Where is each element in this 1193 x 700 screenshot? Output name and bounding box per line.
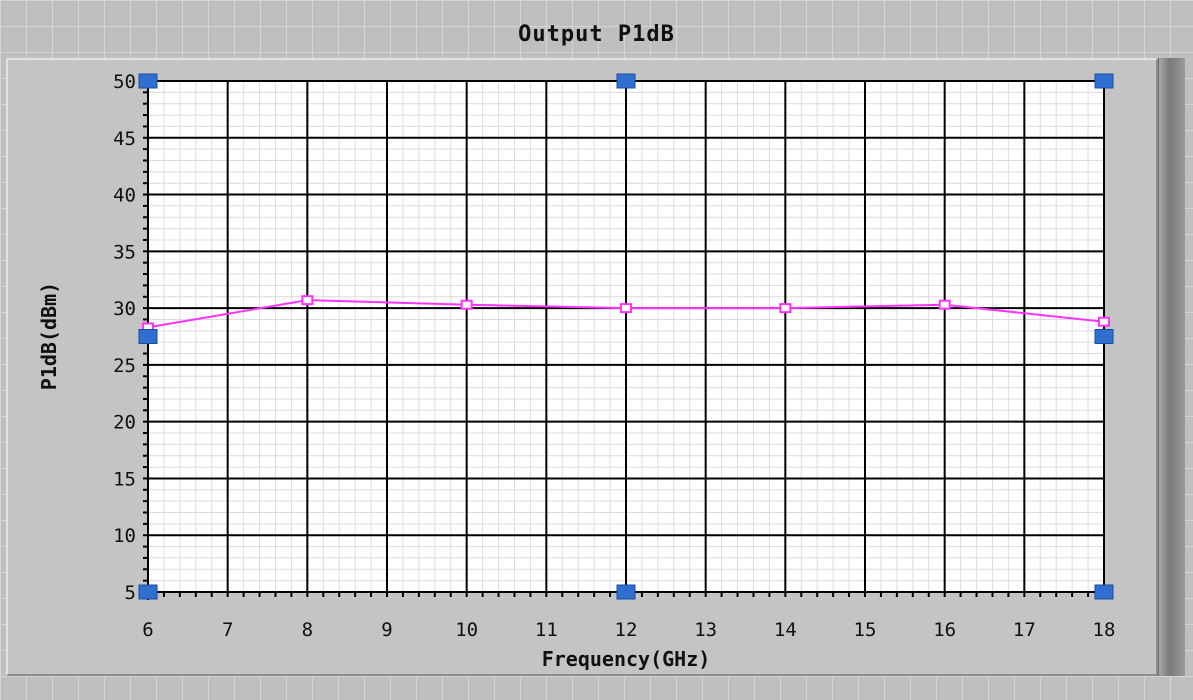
x-tick-label: 13 [694,619,717,641]
x-tick-label: 10 [455,619,478,641]
x-tick-label: 9 [381,619,392,641]
y-tick-label: 40 [113,185,136,207]
cursor-marker [1094,584,1114,600]
x-tick-label: 12 [615,619,638,641]
x-tick-label: 6 [142,619,153,641]
cursor-marker [616,584,636,600]
data-point-marker [620,303,632,314]
cursor-marker [138,329,158,344]
cursor-marker [1094,329,1114,344]
y-axis-title: P1dB(dBm) [37,282,61,390]
y-tick-label: 15 [113,468,136,490]
x-tick-label: 11 [535,619,558,641]
y-tick-label: 20 [113,412,136,434]
data-point-marker [301,295,314,306]
x-tick-label: 17 [1013,619,1036,641]
y-tick-label: 35 [113,241,136,263]
x-tick-label: 15 [854,619,877,641]
y-tick-label: 5 [125,582,136,604]
data-point-marker [779,303,792,314]
y-tick-label: 30 [113,298,136,320]
data-point-marker [938,299,951,310]
x-tick-label: 18 [1093,619,1116,641]
data-point-marker [460,299,473,310]
y-tick-label: 10 [113,525,136,547]
x-axis-title: Frequency(GHz) [542,647,711,671]
x-tick-label: 14 [774,619,797,641]
y-tick-label: 25 [113,355,136,377]
graph-scroll-rail[interactable] [1158,58,1185,676]
cursor-marker [616,73,636,89]
x-tick-label: 16 [933,619,956,641]
x-tick-label: 7 [222,619,233,641]
cursor-marker [1094,73,1114,89]
y-tick-label: 45 [113,128,136,150]
chart-title: Output P1dB [518,22,675,47]
y-tick-label: 50 [113,71,136,93]
cursor-marker [138,584,158,600]
cursor-marker [138,73,158,89]
data-point-marker [1098,316,1110,327]
x-tick-label: 8 [302,619,313,641]
